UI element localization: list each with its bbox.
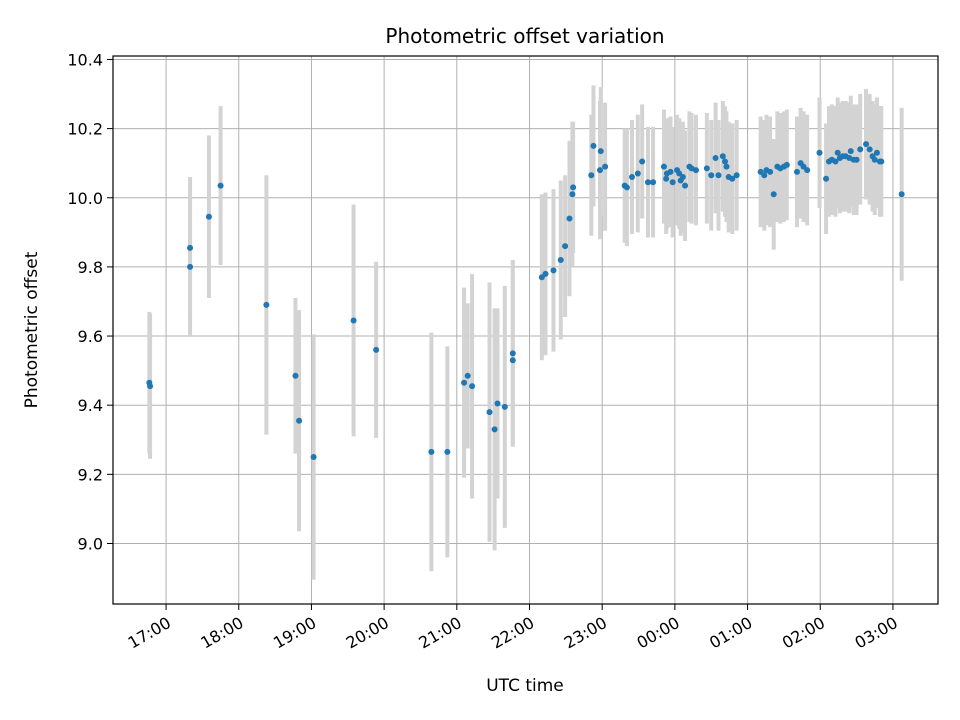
data-point bbox=[428, 448, 435, 455]
y-axis-ticks: 9.0 9.2 9.4 9.6 9.8 10.0 10.2 10.4 bbox=[67, 50, 113, 553]
data-point bbox=[898, 191, 905, 198]
data-point bbox=[770, 191, 777, 198]
data-point bbox=[461, 379, 468, 386]
data-point bbox=[873, 149, 880, 156]
data-point bbox=[703, 165, 710, 172]
data-point bbox=[623, 184, 630, 191]
data-point bbox=[712, 154, 719, 161]
data-point bbox=[509, 350, 516, 357]
data-points bbox=[146, 141, 905, 461]
data-point bbox=[350, 317, 357, 324]
data-point bbox=[723, 163, 730, 170]
data-point bbox=[783, 161, 790, 168]
data-point bbox=[292, 372, 299, 379]
data-point bbox=[569, 191, 576, 198]
data-point bbox=[733, 172, 740, 179]
plot-frame bbox=[112, 55, 939, 605]
data-point bbox=[464, 372, 471, 379]
data-point bbox=[857, 146, 864, 153]
y-tick-label: 9.6 bbox=[78, 327, 103, 346]
data-point bbox=[509, 357, 516, 364]
data-point bbox=[444, 448, 451, 455]
data-point bbox=[650, 179, 657, 186]
data-point bbox=[761, 172, 768, 179]
data-point bbox=[639, 158, 646, 165]
data-point bbox=[570, 184, 577, 191]
data-point bbox=[866, 146, 873, 153]
data-point bbox=[187, 263, 194, 270]
data-point bbox=[550, 267, 557, 274]
data-point bbox=[715, 172, 722, 179]
data-point bbox=[679, 174, 686, 181]
data-point bbox=[816, 149, 823, 156]
data-point bbox=[834, 149, 841, 156]
data-point bbox=[373, 346, 380, 353]
data-point bbox=[853, 156, 860, 163]
y-axis-label: Photometric offset bbox=[22, 251, 42, 408]
data-point bbox=[494, 400, 501, 407]
data-point bbox=[663, 175, 670, 182]
chart-title: Photometric offset variation bbox=[385, 24, 664, 48]
data-point bbox=[682, 182, 689, 189]
data-point bbox=[147, 383, 154, 390]
data-point bbox=[310, 454, 317, 461]
data-point bbox=[187, 244, 194, 251]
data-point bbox=[832, 158, 839, 165]
y-tick-label: 9.2 bbox=[78, 465, 103, 484]
data-point bbox=[878, 158, 885, 165]
data-point bbox=[729, 175, 736, 182]
y-tick-label: 9.0 bbox=[78, 534, 103, 553]
y-tick-label: 10.2 bbox=[67, 120, 103, 139]
y-tick-label: 10.0 bbox=[67, 189, 103, 208]
y-tick-label: 9.8 bbox=[78, 258, 103, 277]
data-point bbox=[863, 141, 870, 148]
data-point bbox=[486, 409, 493, 416]
grid bbox=[113, 56, 938, 604]
data-point bbox=[562, 243, 569, 250]
data-point bbox=[557, 256, 564, 263]
data-point bbox=[847, 148, 854, 155]
data-point bbox=[660, 163, 667, 170]
data-point bbox=[263, 301, 270, 308]
data-point bbox=[634, 170, 641, 177]
data-point bbox=[217, 182, 224, 189]
data-point bbox=[602, 163, 609, 170]
data-point bbox=[871, 156, 878, 163]
data-point bbox=[667, 168, 674, 175]
data-point bbox=[469, 383, 476, 390]
data-point bbox=[588, 172, 595, 179]
data-point bbox=[767, 168, 774, 175]
data-point bbox=[823, 175, 830, 182]
data-point bbox=[669, 179, 676, 186]
data-point bbox=[692, 167, 699, 174]
data-point bbox=[719, 153, 726, 160]
y-tick-label: 9.4 bbox=[78, 396, 103, 415]
data-point bbox=[708, 172, 715, 179]
data-point bbox=[501, 403, 508, 410]
data-point bbox=[722, 158, 729, 165]
data-point bbox=[491, 426, 498, 433]
data-point bbox=[542, 270, 549, 277]
data-point bbox=[793, 168, 800, 175]
data-point bbox=[566, 215, 573, 222]
data-point bbox=[205, 213, 212, 220]
data-point bbox=[804, 167, 811, 174]
x-axis-label: UTC time bbox=[486, 676, 564, 696]
data-point bbox=[590, 142, 597, 149]
data-point bbox=[296, 417, 303, 424]
data-point bbox=[628, 174, 635, 181]
y-tick-label: 10.4 bbox=[67, 50, 103, 69]
data-point bbox=[597, 148, 604, 155]
data-point bbox=[644, 179, 651, 186]
data-point bbox=[597, 167, 604, 174]
